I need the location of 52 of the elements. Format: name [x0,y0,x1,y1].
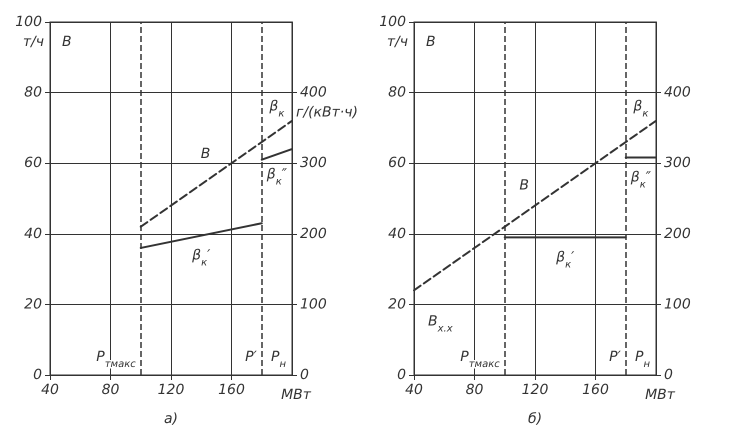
x-tick-label: 160 [582,382,609,398]
series-label: β$_{к}$″ [266,166,288,187]
series-label: β$_{к}$′ [555,249,576,270]
y-tick-label: 20 [24,296,42,312]
y-tick-label: 80 [388,84,406,101]
annotation: B [62,34,72,50]
x-tick-label: 120 [158,382,184,398]
y-tick-label: 80 [24,84,42,101]
text: б) [528,411,542,427]
series-label: B [519,178,529,194]
y2-tick-label: 300 [664,155,691,172]
y-tick-label: 100 [15,14,42,30]
y-tick-label: 60 [24,155,42,172]
y-tick-label: 40 [24,226,42,242]
x-tick-label: 160 [218,382,245,398]
y-tick-label: 40 [388,226,406,242]
annotation: B$_{х.х}$ [428,314,453,334]
annotation: β$_{к}$ [268,98,284,119]
y2-tick-label: 300 [300,155,327,172]
y2-tick-label: 200 [300,226,327,242]
series-label: B [200,146,210,162]
y2-tick-label: 400 [664,84,691,101]
annotation: B [426,34,436,50]
y2-tick-label: 400 [300,84,327,101]
legend-label: β$_{к}$″ [630,170,652,190]
y-axis-title: т/ч [386,34,408,50]
y-axis-title: т/ч [22,34,44,50]
x-axis-title: МВт [645,387,676,403]
series-label: β$_{к}$′ [191,248,212,268]
y2-tick-label: 200 [664,226,691,242]
y-tick-label: 0 [397,367,406,383]
y2-tick-label: 100 [300,296,327,312]
ref-line-label: P′ [245,349,258,365]
y-tick-label: 20 [388,296,406,312]
x-axis-title: МВт [281,387,312,403]
y-tick-label: 60 [388,155,406,172]
annotation: P$_{н}$ [635,349,650,370]
text: а) [164,411,178,427]
annotation: P$_{н}$ [271,349,286,370]
y2-tick-label: 0 [300,367,309,383]
y2-axis-title: г/(кВт·ч) [296,104,358,121]
y2-tick-label: 0 [664,367,673,383]
y-tick-label: 0 [33,367,42,383]
x-tick-label: 40 [41,382,59,398]
x-tick-label: 40 [405,382,423,398]
y-tick-label: 100 [379,14,406,30]
x-tick-label: 120 [522,382,548,398]
x-tick-label: 80 [466,382,484,398]
ref-line-label: P′ [609,349,622,365]
annotation: β$_{к}$ [632,98,648,119]
x-tick-label: 80 [102,382,120,398]
y2-tick-label: 100 [664,296,691,312]
